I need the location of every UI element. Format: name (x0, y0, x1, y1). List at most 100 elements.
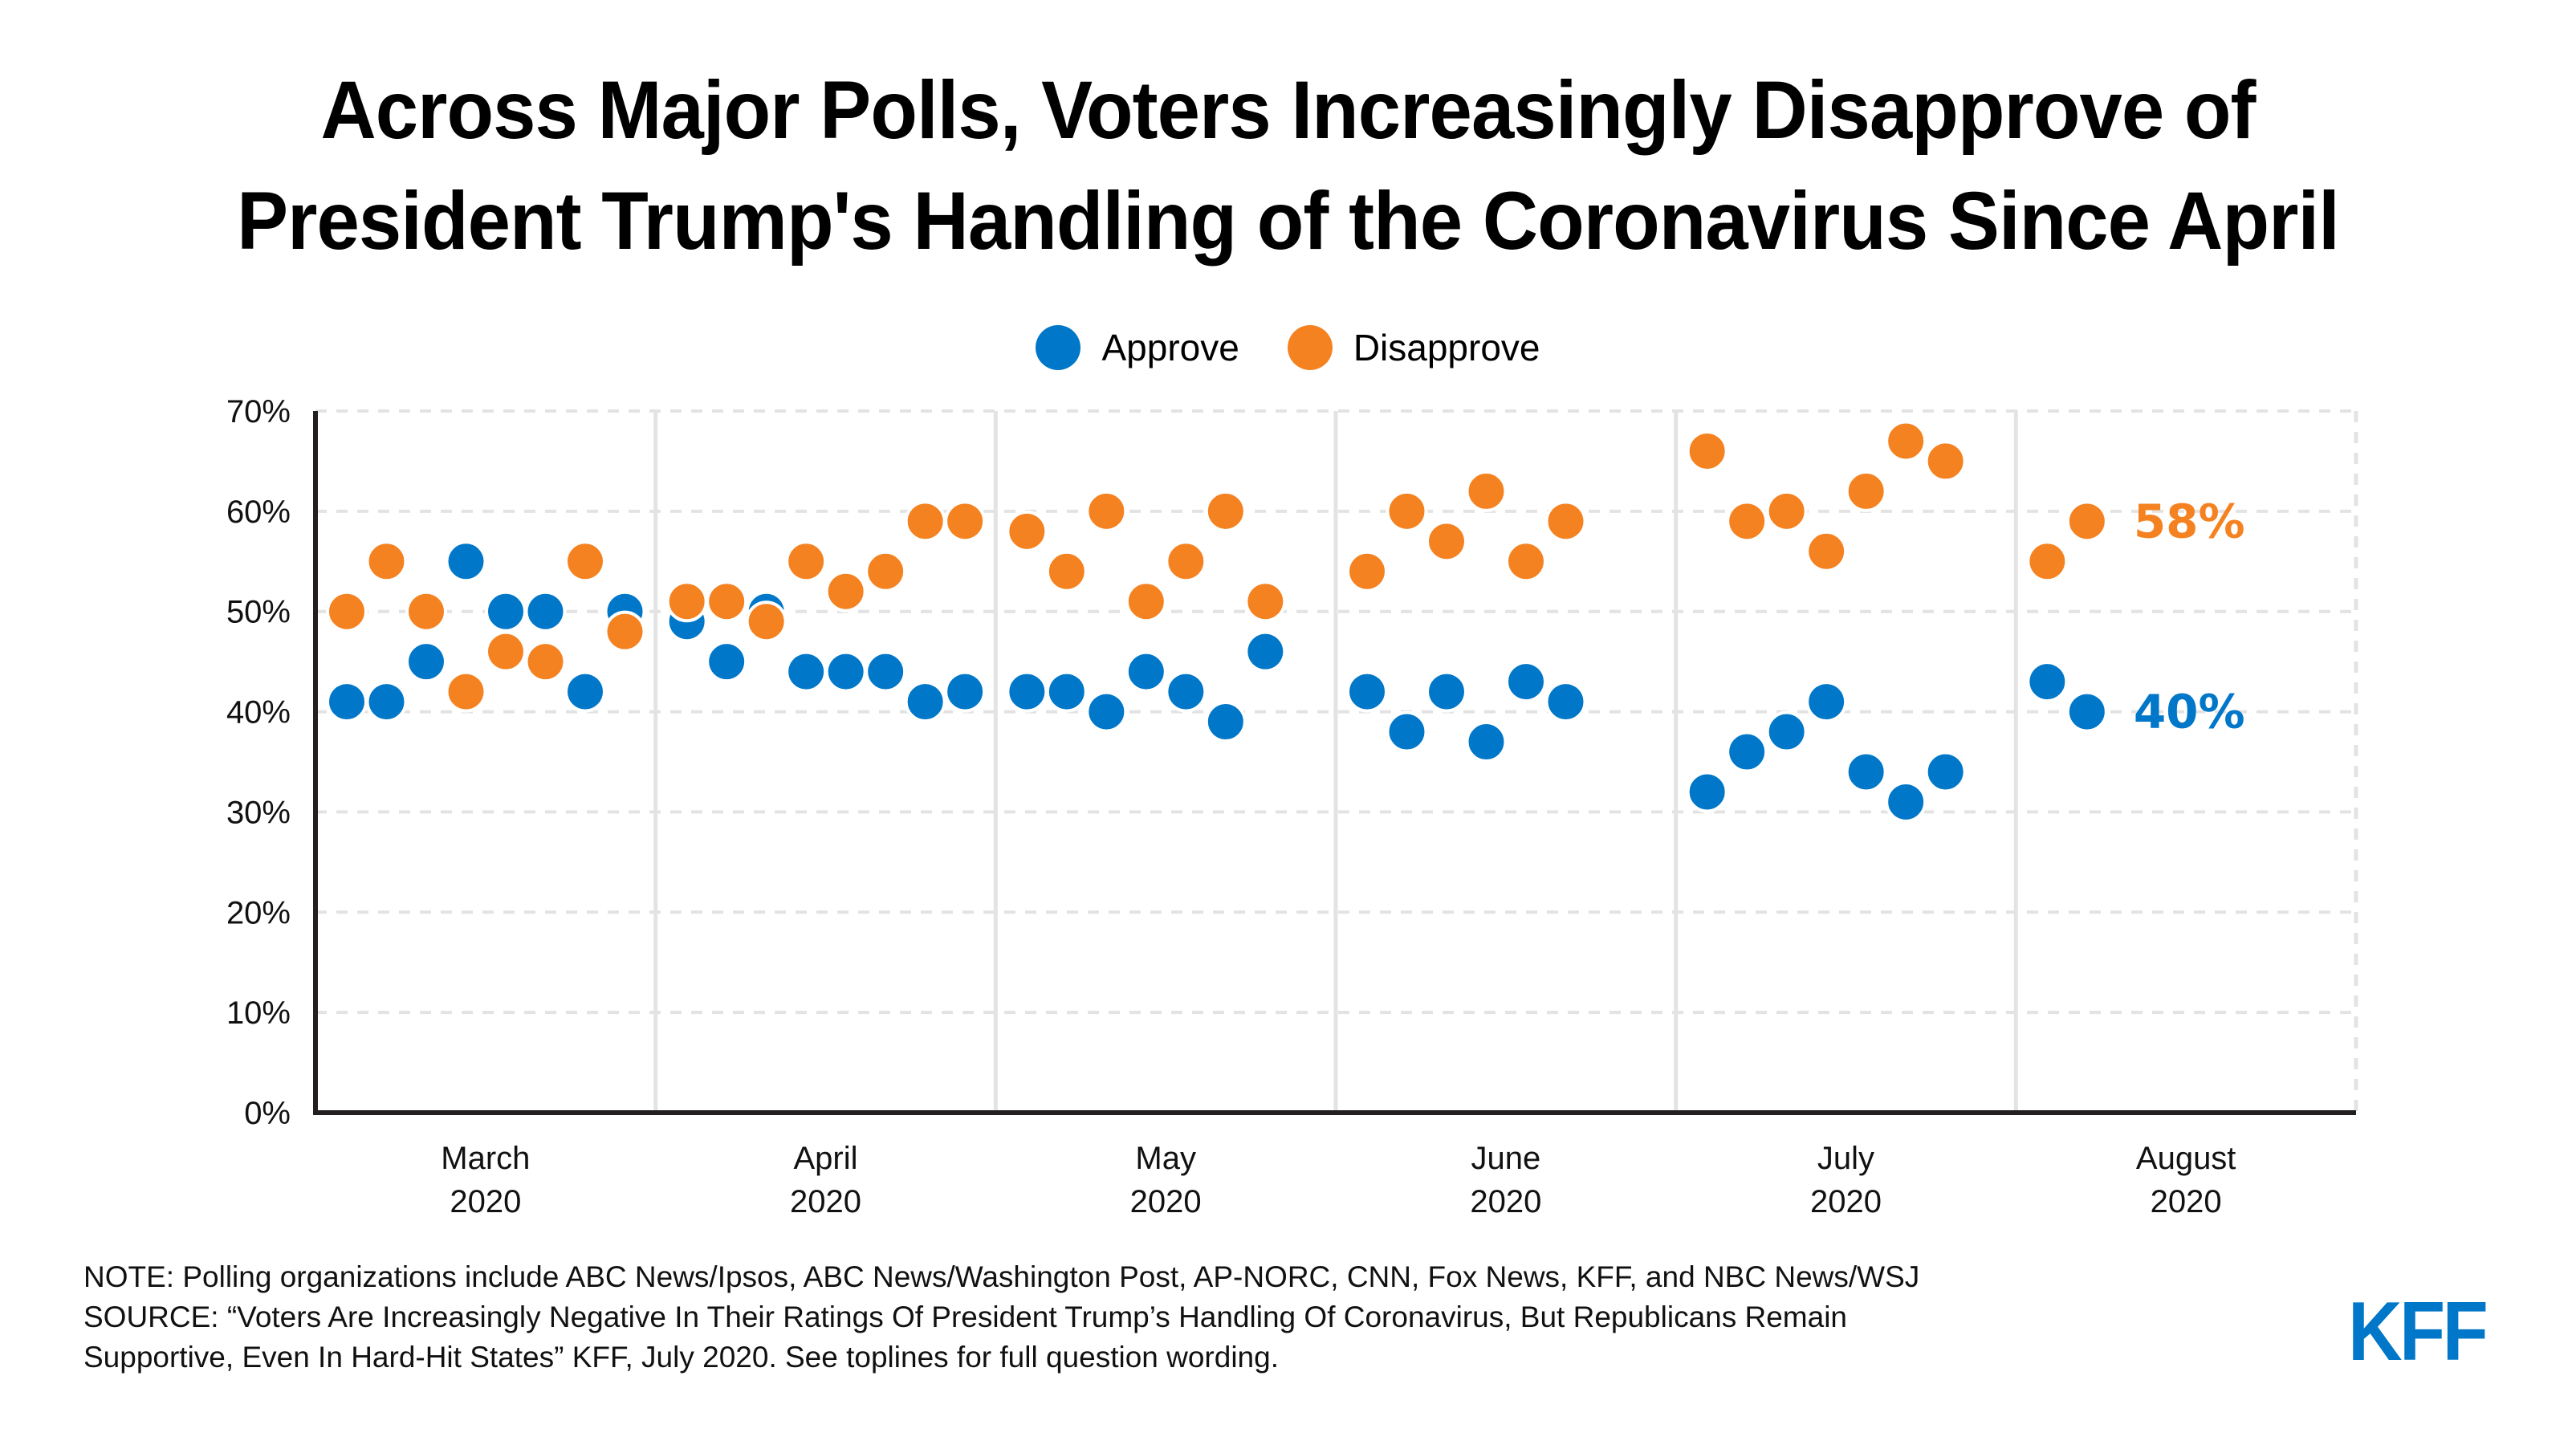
approve-point (1125, 650, 1167, 693)
disapprove-point (1726, 500, 1768, 543)
kff-logo: KFF (2348, 1285, 2501, 1378)
disapprove-point (405, 590, 447, 633)
x-tick-label-month: March (441, 1141, 530, 1176)
disapprove-point (824, 570, 867, 613)
kff-logo-text: KFF (2348, 1285, 2489, 1378)
approve-point (1386, 710, 1428, 753)
disapprove-point (1765, 490, 1808, 532)
disapprove-point (1125, 580, 1167, 623)
end-labels: 40% 58% (2134, 494, 2245, 739)
x-tick-label-month: April (793, 1141, 857, 1176)
approve-point (2065, 690, 2108, 733)
disapprove-point (665, 580, 708, 623)
approve-point (1845, 751, 1887, 793)
approve-point (365, 681, 408, 723)
footnote: NOTE: Polling organizations include ABC … (83, 1257, 2251, 1378)
x-tick-label-year: 2020 (450, 1184, 521, 1219)
x-tick-label-month: May (1135, 1141, 1196, 1176)
disapprove-point (1845, 470, 1887, 512)
legend-item-approve: Approve (1036, 325, 1239, 370)
approve-point (824, 650, 867, 693)
disapprove-point (1426, 520, 1467, 563)
approve-end-label: 40% (2134, 685, 2245, 739)
legend-label-approve: Approve (1101, 327, 1239, 368)
approve-point (1805, 681, 1848, 723)
approve-point (1465, 721, 1508, 763)
x-tick-label-year: 2020 (2151, 1184, 2222, 1219)
disapprove-point (944, 500, 987, 543)
approve-point (904, 681, 946, 723)
y-tick-label: 30% (226, 795, 291, 830)
disapprove-end-label: 58% (2134, 494, 2245, 548)
source-text-line-2: Supportive, Even In Hard-Hit States” KFF… (83, 1341, 1279, 1374)
disapprove-point (1346, 550, 1388, 592)
disapprove-point (445, 670, 487, 713)
disapprove-point (564, 540, 606, 583)
approve-point (524, 590, 567, 633)
x-tick-label-year: 2020 (1130, 1184, 1202, 1219)
disapprove-point (1465, 470, 1508, 512)
disapprove-point (1165, 540, 1207, 583)
chart-title-line-2: President Trump's Handling of the Corona… (237, 175, 2340, 267)
note-text: NOTE: Polling organizations include ABC … (83, 1260, 1920, 1293)
approve-point (1165, 670, 1207, 713)
approve-point (1885, 780, 1927, 823)
legend-item-disapprove: Disapprove (1287, 325, 1540, 370)
disapprove-point (1505, 540, 1547, 583)
legend-label-disapprove: Disapprove (1353, 327, 1540, 368)
disapprove-point (2065, 500, 2108, 543)
y-tick-label: 20% (226, 895, 291, 930)
approve-dot-icon (1036, 325, 1081, 370)
approve-point (445, 540, 487, 583)
data-points (326, 420, 2108, 823)
y-tick-label: 40% (226, 695, 291, 731)
y-tick-label: 0% (244, 1096, 291, 1131)
y-tick-label: 10% (226, 995, 291, 1031)
disapprove-point (1386, 490, 1428, 532)
approve-point (1045, 670, 1088, 713)
approve-point (1544, 681, 1587, 723)
approve-point (865, 650, 907, 693)
disapprove-point (326, 590, 368, 633)
approve-point (1726, 731, 1768, 773)
approve-point (1006, 670, 1048, 713)
disapprove-point (706, 580, 748, 623)
approve-point (706, 641, 748, 683)
y-tick-label: 50% (226, 595, 291, 630)
x-tick-label-month: August (2136, 1141, 2236, 1176)
approve-point (944, 670, 987, 713)
approve-point (405, 641, 447, 683)
approve-point (785, 650, 828, 693)
disapprove-point (865, 550, 907, 592)
legend: Approve Disapprove (0, 325, 2576, 370)
y-tick-label: 60% (226, 495, 291, 530)
month-separators (653, 411, 2358, 1113)
approve-point (1686, 771, 1728, 813)
chart-title: Across Major Polls, Voters Increasingly … (77, 55, 2498, 276)
disapprove-point (524, 641, 567, 683)
disapprove-point (745, 600, 787, 643)
disapprove-point (1204, 490, 1247, 532)
disapprove-point (1544, 500, 1587, 543)
approve-point (1085, 690, 1128, 733)
disapprove-point (1924, 440, 1967, 482)
disapprove-point (365, 540, 408, 583)
disapprove-point (1045, 550, 1088, 592)
disapprove-point (1244, 580, 1287, 623)
disapprove-point (1006, 510, 1048, 552)
approve-point (1765, 710, 1808, 753)
approve-point (1426, 670, 1467, 713)
chart-title-line-1: Across Major Polls, Voters Increasingly … (320, 64, 2256, 156)
axes (313, 411, 2356, 1115)
disapprove-point (785, 540, 828, 583)
disapprove-dot-icon (1287, 325, 1333, 370)
approve-point (485, 590, 527, 633)
approve-point (564, 670, 606, 713)
approve-point (2026, 661, 2069, 703)
y-axis-ticks: 0% 10% 20% 30% 40% 50% 60% 70% (226, 394, 291, 1131)
approve-point (1505, 661, 1547, 703)
disapprove-point (604, 610, 646, 653)
x-tick-label-year: 2020 (1470, 1184, 1541, 1219)
x-tick-label-year: 2020 (790, 1184, 861, 1219)
